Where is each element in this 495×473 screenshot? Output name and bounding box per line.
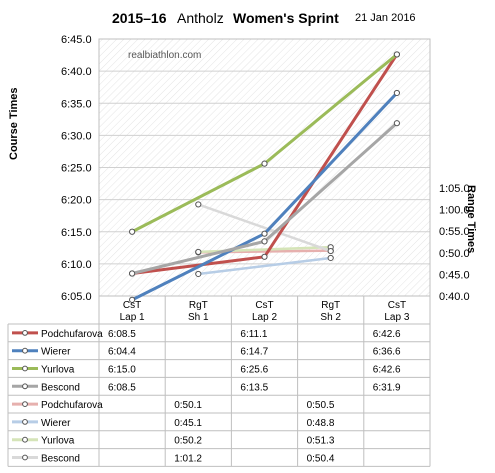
legend-label: Podchufarova	[41, 400, 103, 411]
legend-label: Bescond	[41, 454, 80, 465]
data-label: 6:36.6	[373, 347, 401, 358]
podchufarova-course-point	[261, 253, 268, 260]
y-left-tick-label: 6:05.0	[61, 291, 92, 303]
y-right-tick-label: 0:50.0	[439, 248, 470, 260]
legend-marker	[22, 365, 28, 372]
bescond-range-line	[197, 203, 332, 253]
column-header-line2: Sh 2	[320, 312, 341, 323]
yurlova-course-point	[129, 228, 136, 235]
column-header-line2: Sh 1	[188, 312, 209, 323]
y-left-tick-label: 6:15.0	[61, 227, 92, 239]
data-label: 0:50.1	[174, 400, 202, 411]
legend-marker	[22, 454, 28, 461]
event-date: 21 Jan 2016	[355, 12, 416, 24]
legend-label: Yurlova	[41, 365, 75, 376]
bescond-range-point	[195, 201, 202, 208]
y-right-tick-label: 0:45.0	[439, 269, 470, 281]
data-label: 6:04.4	[108, 347, 136, 358]
column-header-line1: CsT	[123, 300, 141, 311]
wierer-course-point	[129, 296, 136, 303]
column-header-line2: Lap 3	[384, 312, 409, 323]
data-label: 6:08.5	[108, 382, 136, 393]
bescond-course-point	[129, 270, 136, 277]
y-left-tick-label: 6:25.0	[61, 163, 92, 175]
event-title: Women's Sprint	[233, 10, 339, 26]
column-header-line1: CsT	[388, 300, 406, 311]
data-label: 0:50.2	[174, 436, 202, 447]
y-left-tick-label: 6:10.0	[61, 259, 92, 271]
bescond-range-point	[327, 247, 334, 255]
legend-label: Bescond	[41, 382, 80, 393]
legend-label: Podchufarova	[41, 329, 103, 340]
legend-marker	[22, 401, 28, 408]
data-label: 0:45.1	[174, 418, 202, 429]
season-title: 2015–16	[112, 10, 167, 26]
y-left-tick-label: 6:20.0	[61, 195, 92, 207]
data-label: 6:11.1	[240, 329, 267, 340]
venue-title: Antholz	[177, 10, 224, 26]
data-label: 6:42.6	[373, 365, 401, 376]
data-label: 0:48.8	[307, 418, 335, 429]
legend-marker	[22, 330, 28, 336]
wierer-range-point	[195, 270, 202, 278]
yurlova-course-point	[261, 160, 268, 167]
column-header-line2: Lap 2	[252, 312, 277, 323]
data-label: 0:50.5	[307, 400, 335, 411]
data-label: 6:15.0	[108, 365, 136, 376]
wierer-course-point	[393, 89, 400, 97]
wierer-range-point	[327, 254, 334, 262]
y-right-tick-label: 0:40.0	[439, 291, 470, 303]
data-label: 6:13.5	[240, 382, 268, 393]
data-label: 1:01.2	[174, 454, 202, 465]
legend-label: Yurlova	[41, 436, 75, 447]
data-label: 0:50.4	[307, 454, 335, 465]
plot-border	[98, 38, 431, 297]
y-right-tick-label: 0:55.0	[439, 226, 470, 238]
column-header-line1: CsT	[255, 300, 273, 311]
data-label: 6:42.6	[373, 329, 401, 340]
y-right-tick-label: 1:05.0	[439, 183, 470, 195]
legend-marker	[22, 419, 28, 425]
data-label: 6:25.6	[240, 365, 268, 376]
y-left-tick-label: 6:40.0	[61, 66, 92, 78]
wierer-course-point	[261, 230, 268, 237]
data-label: 0:51.3	[307, 436, 335, 447]
y-right-tick-label: 1:00.0	[439, 205, 470, 217]
legend-marker	[22, 347, 28, 354]
legend-label: Wierer	[41, 418, 71, 429]
column-header-line1: RgT	[321, 300, 340, 311]
bescond-course-point	[393, 120, 400, 127]
bescond-course-point	[261, 238, 268, 245]
yurlova-course-point	[393, 51, 400, 58]
chart-title-row: 2015–16 Antholz Women's Sprint 21 Jan 20…	[0, 8, 495, 28]
column-header-line2: Lap 1	[120, 312, 145, 323]
data-label: 6:08.5	[108, 329, 136, 340]
y-left-tick-label: 6:30.0	[61, 130, 92, 142]
y-left-tick-label: 6:45.0	[61, 34, 92, 46]
data-label: 6:31.9	[373, 382, 401, 393]
y-left-tick-label: 6:35.0	[61, 98, 92, 110]
legend-label: Wierer	[41, 347, 71, 358]
legend-marker	[22, 383, 28, 390]
yurlova-range-point	[195, 248, 202, 256]
legend-marker	[22, 436, 28, 443]
data-label: 6:14.7	[240, 347, 268, 358]
watermark: realbiathlon.com	[128, 50, 202, 61]
column-header-line1: RgT	[189, 300, 208, 311]
wierer-range-line	[198, 256, 331, 276]
